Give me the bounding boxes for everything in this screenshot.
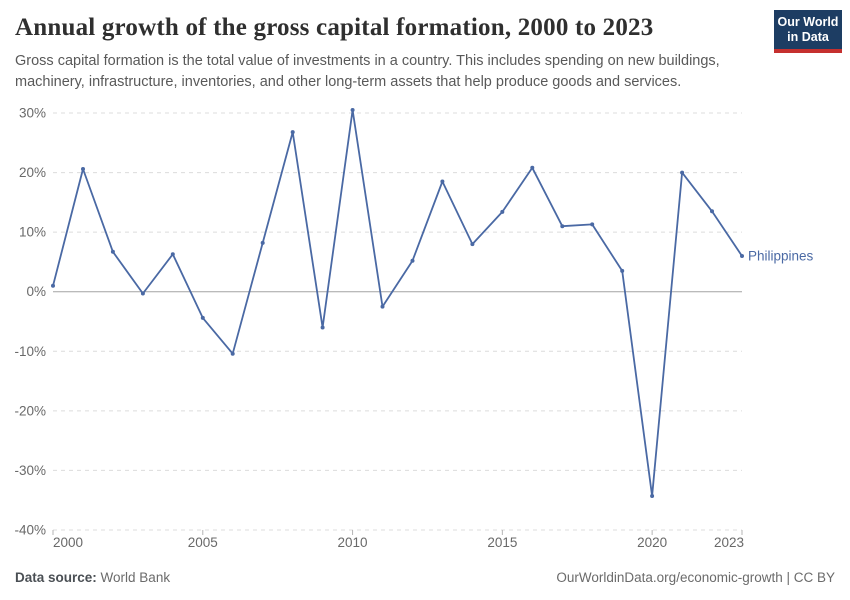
- data-point[interactable]: [560, 224, 565, 229]
- data-point[interactable]: [500, 209, 505, 214]
- data-point[interactable]: [260, 240, 265, 245]
- chart-area: 30% 20% 10% 0% -10% -20% -30% -40% 2000 2005 2010 2…: [0, 100, 850, 560]
- y-tick-label: 30%: [19, 106, 46, 121]
- chart-footer: Data source: World Bank OurWorldinData.o…: [0, 560, 850, 600]
- data-point[interactable]: [350, 108, 355, 112]
- page-title: Annual growth of the gross capital forma…: [15, 14, 654, 41]
- data-point[interactable]: [680, 170, 685, 175]
- data-point[interactable]: [470, 242, 475, 247]
- logo-line-1: Our World: [777, 14, 839, 29]
- data-point[interactable]: [81, 167, 85, 171]
- data-point[interactable]: [230, 351, 235, 356]
- y-tick-label: 0%: [26, 284, 46, 299]
- source-value[interactable]: World Bank: [100, 570, 171, 585]
- data-point[interactable]: [410, 258, 415, 263]
- data-point[interactable]: [51, 283, 55, 288]
- data-point[interactable]: [320, 325, 325, 330]
- data-point[interactable]: [530, 165, 535, 170]
- data-point[interactable]: [110, 249, 115, 254]
- y-tick-label: 10%: [19, 225, 46, 240]
- subtitle-line-1: Gross capital formation is the total val…: [15, 53, 720, 69]
- x-tick-label: 2000: [53, 535, 83, 550]
- y-tick-label: -20%: [14, 403, 46, 418]
- data-point[interactable]: [710, 209, 714, 214]
- x-tick-label: 2023: [714, 535, 744, 550]
- x-tick-label: 2015: [487, 535, 517, 550]
- data-point[interactable]: [620, 268, 625, 273]
- logo-line-2: in Data: [787, 29, 829, 44]
- footer-license[interactable]: OurWorldinData.org/economic-growth | CC …: [556, 570, 835, 585]
- data-point[interactable]: [200, 315, 205, 320]
- chart-plot: 30% 20% 10% 0% -10% -20% -30% -40% 2000 2005 2010 2…: [14, 106, 814, 551]
- chart-header: Annual growth of the gross capital forma…: [0, 0, 850, 100]
- series-label-philippines[interactable]: Philippines: [748, 248, 814, 263]
- x-tick-label: 2020: [637, 535, 667, 550]
- x-tick-label: 2010: [338, 535, 368, 550]
- y-tick-label: 20%: [19, 165, 46, 180]
- footer-source: Data source: World Bank: [15, 570, 170, 585]
- data-point[interactable]: [170, 252, 175, 257]
- y-tick-label: -40%: [14, 523, 46, 538]
- data-point[interactable]: [440, 179, 445, 184]
- subtitle-line-2: machinery, infrastructure, inventories, …: [15, 74, 682, 90]
- data-point[interactable]: [290, 130, 295, 135]
- data-line-philippines[interactable]: [52, 109, 743, 497]
- data-point[interactable]: [590, 222, 595, 227]
- data-point[interactable]: [140, 291, 145, 296]
- source-label: Data source:: [15, 570, 97, 585]
- x-tick-label: 2005: [188, 535, 218, 550]
- page-subtitle: Gross capital formation is the total val…: [15, 51, 775, 93]
- data-point[interactable]: [650, 494, 655, 498]
- y-tick-label: -30%: [14, 463, 46, 478]
- y-tick-label: -10%: [14, 344, 46, 359]
- data-point[interactable]: [740, 254, 744, 258]
- owid-logo[interactable]: Our World in Data: [774, 10, 842, 53]
- data-point[interactable]: [380, 304, 385, 309]
